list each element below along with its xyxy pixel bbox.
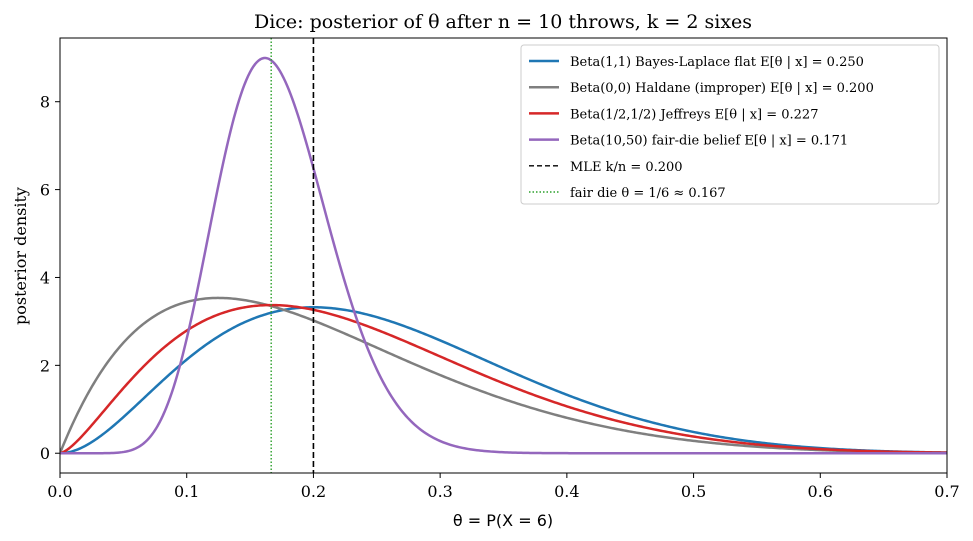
x-tick-label: 0.4 <box>554 482 579 501</box>
plot-area <box>60 38 947 473</box>
y-tick-label: 8 <box>40 93 50 112</box>
series-line-2 <box>60 296 947 454</box>
series-line-4 <box>60 56 947 455</box>
chart-title: Dice: posterior of θ after n = 10 throws… <box>254 11 752 33</box>
legend-label: Beta(1/2,1/2) Jeffreys E[θ | x] = 0.227 <box>570 107 818 122</box>
y-tick-label: 2 <box>40 356 50 375</box>
legend: Beta(1,1) Bayes-Laplace flat E[θ | x] = … <box>520 44 940 205</box>
legend-label: Beta(0,0) Haldane (improper) E[θ | x] = … <box>570 81 874 96</box>
x-tick-label: 0.7 <box>934 482 959 501</box>
legend-label: Beta(1,1) Bayes-Laplace flat E[θ | x] = … <box>570 55 864 70</box>
series-line-3 <box>60 303 947 455</box>
axes-frame <box>59 37 948 474</box>
legend-label: MLE k/n = 0.200 <box>570 160 683 175</box>
x-tick-label: 0.6 <box>808 482 833 501</box>
x-tick-label: 0.5 <box>681 482 706 501</box>
x-tick-label: 0.3 <box>427 482 452 501</box>
x-tick-label: 0.2 <box>301 482 326 501</box>
legend-label: Beta(10,50) fair-die belief E[θ | x] = 0… <box>570 134 848 149</box>
y-tick-label: 4 <box>40 268 50 287</box>
legend-box <box>520 44 940 205</box>
y-tick-label: 6 <box>40 181 50 200</box>
legend-label: fair die θ = 1/6 ≈ 0.167 <box>570 186 726 201</box>
y-tick-label: 0 <box>40 444 50 463</box>
x-tick-label: 0.1 <box>174 482 199 501</box>
x-axis-label: θ = P(X = 6) <box>453 511 553 530</box>
x-tick-label: 0.0 <box>47 482 72 501</box>
series-line-1 <box>60 306 947 455</box>
y-axis-label: posterior density <box>11 187 30 325</box>
axis-ticks: 0.0 0.1 0.2 0.3 0.4 0.5 0.6 0.7 0 2 4 6 8 <box>40 93 960 501</box>
